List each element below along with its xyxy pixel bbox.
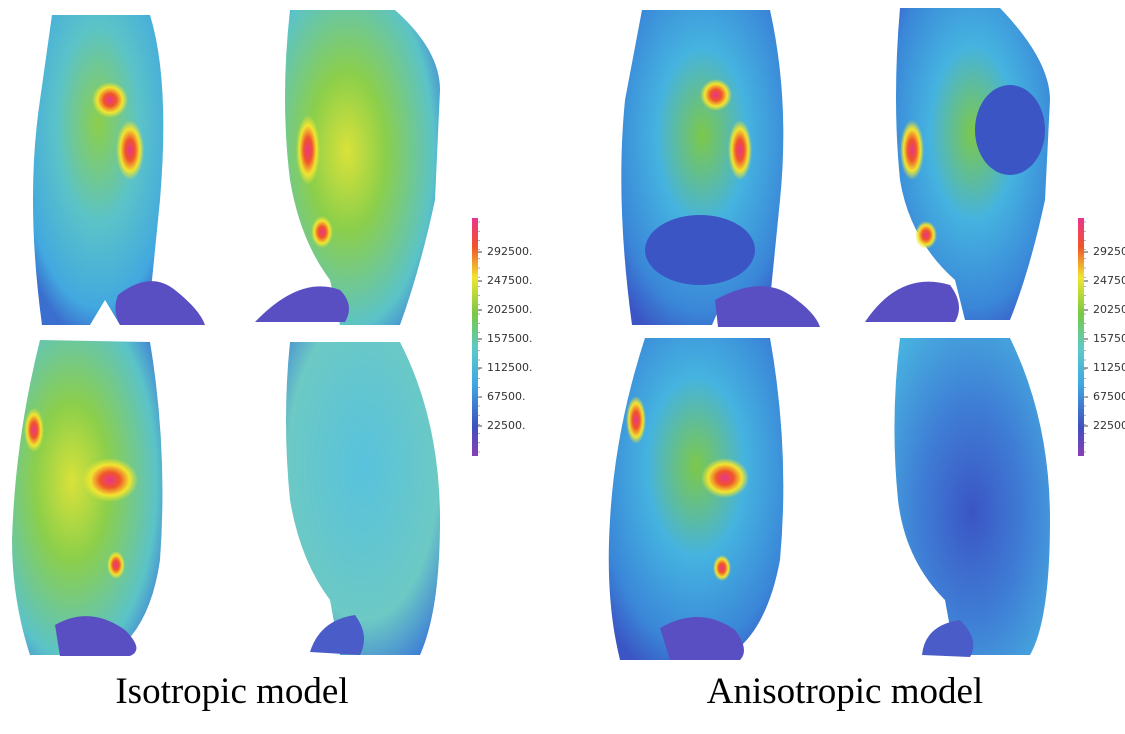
- legend-label: 112500.: [487, 361, 533, 374]
- map-foot: [115, 281, 205, 325]
- map-foot: [255, 286, 349, 322]
- hotspot: [82, 458, 138, 502]
- legend-label: 157500.: [1093, 332, 1125, 345]
- map-shape: [608, 338, 784, 660]
- map-shape: [12, 340, 163, 655]
- hotspot: [24, 408, 44, 452]
- legend-label: 157500.: [487, 332, 533, 345]
- hotspot: [701, 458, 749, 498]
- hotspot: [626, 396, 646, 444]
- anisotropic-maps: [608, 8, 1050, 660]
- colorbar: [472, 218, 478, 456]
- map-shape: [32, 15, 164, 325]
- map-foot: [715, 286, 820, 327]
- map-foot: [922, 620, 974, 657]
- legend-label: 292500.: [1093, 245, 1125, 258]
- legend-label: 22500.: [487, 419, 526, 432]
- legend-label: 202500.: [487, 303, 533, 316]
- low-zone: [975, 85, 1045, 175]
- hotspot: [107, 551, 125, 579]
- hotspot: [900, 120, 924, 180]
- isotropic-maps: [12, 10, 440, 656]
- legend-label: 67500.: [1093, 390, 1125, 403]
- hotspot: [92, 82, 128, 118]
- colorbar: [1078, 218, 1084, 456]
- map-foot: [310, 615, 364, 655]
- hotspot: [311, 216, 333, 248]
- map-foot: [660, 616, 744, 660]
- legend-label: 22500.: [1093, 419, 1125, 432]
- legend-label: 202500.: [1093, 303, 1125, 316]
- map-shape: [894, 338, 1050, 655]
- legend-label: 67500.: [487, 390, 526, 403]
- legend-label: 112500.: [1093, 361, 1125, 374]
- caption: Isotropic model: [115, 671, 348, 712]
- legend-label: 247500.: [487, 274, 533, 287]
- legend-label: 247500.: [1093, 274, 1125, 287]
- map-foot: [865, 281, 959, 322]
- map-shape: [286, 342, 440, 655]
- hotspot: [728, 120, 752, 180]
- legend-label: 292500.: [487, 245, 533, 258]
- low-zone: [645, 215, 755, 285]
- hotspot: [116, 120, 144, 180]
- hotspot: [713, 555, 731, 581]
- map-foot: [55, 616, 137, 656]
- caption: Anisotropic model: [707, 671, 983, 712]
- hotspot: [700, 79, 732, 111]
- hotspot: [296, 115, 320, 185]
- hotspot: [915, 221, 937, 249]
